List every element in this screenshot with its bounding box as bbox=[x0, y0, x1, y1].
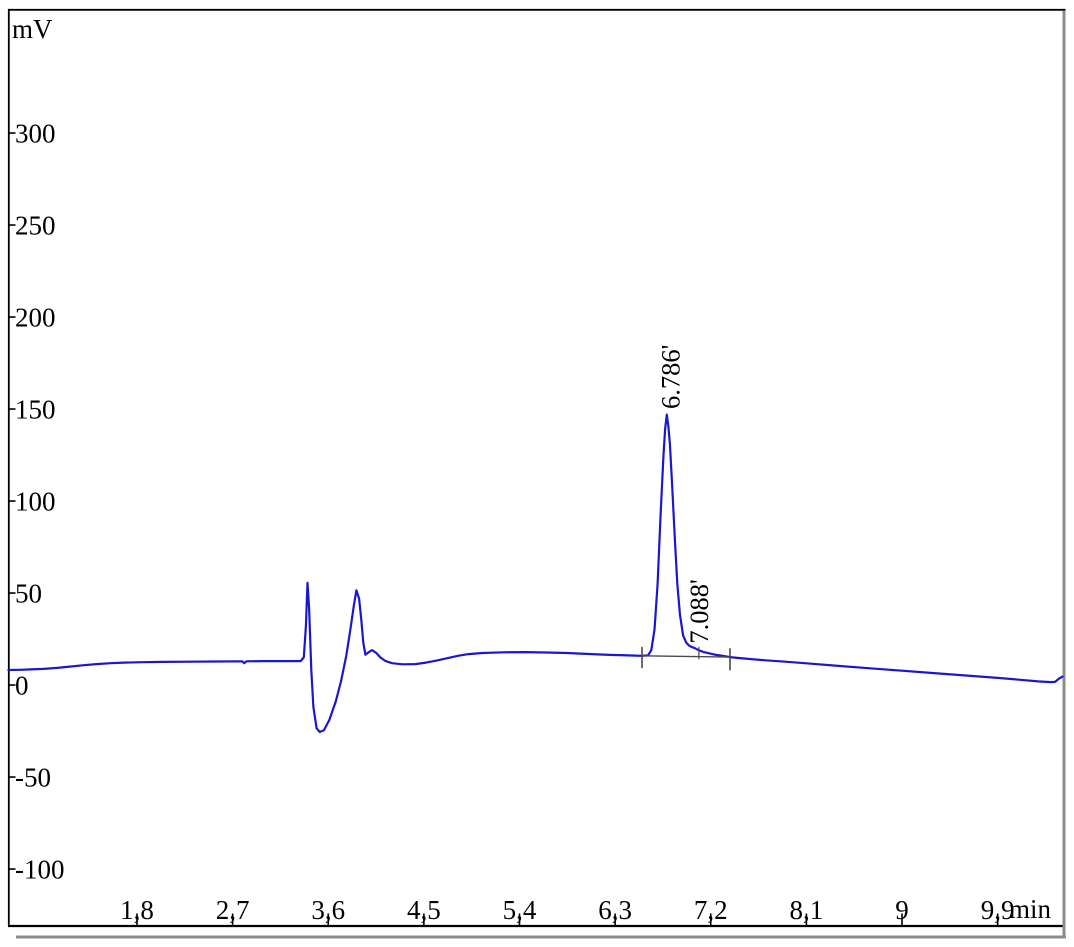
signal-trace bbox=[7, 413, 1064, 734]
integration-baseline bbox=[642, 655, 731, 658]
y-tick-label: -50 bbox=[15, 763, 51, 793]
x-tick-label: 3,6 bbox=[311, 895, 345, 925]
y-tick-label: -100 bbox=[15, 855, 65, 885]
y-tick-label: 200 bbox=[15, 303, 56, 333]
chromatogram-curve bbox=[7, 413, 1064, 734]
peak-retention-time-label: 7.088' bbox=[684, 579, 714, 643]
x-tick-label: 5,4 bbox=[503, 895, 537, 925]
plot-frame bbox=[7, 8, 1066, 939]
y-tick-label: 100 bbox=[15, 487, 56, 517]
x-tick-label: 7,2 bbox=[694, 895, 728, 925]
y-axis: 300 250 200 150 100 50 0 -50 -100 bbox=[8, 119, 65, 885]
x-axis: 1,8 2,7 3,6 4,5 5,4 6,3 7,2 8,1 9 9,9 bbox=[120, 895, 1015, 925]
x-tick-label: 9 bbox=[895, 895, 909, 925]
peak-retention-labels: 6.786' 7.088' bbox=[655, 345, 714, 644]
x-tick-label: 4,5 bbox=[407, 895, 441, 925]
x-tick-label: 9,9 bbox=[981, 895, 1015, 925]
x-tick-label: 1,8 bbox=[120, 895, 154, 925]
x-tick-label: 8,1 bbox=[790, 895, 824, 925]
integration-marks bbox=[641, 646, 731, 671]
x-tick-label: 2,7 bbox=[216, 895, 250, 925]
y-tick-label: 250 bbox=[15, 211, 56, 241]
y-tick-label: 50 bbox=[15, 579, 42, 609]
y-tick-label: 0 bbox=[15, 671, 29, 701]
x-tick-label: 6,3 bbox=[598, 895, 632, 925]
y-tick-label: 300 bbox=[15, 119, 56, 149]
x-axis-unit-label: min bbox=[1009, 894, 1052, 924]
y-axis-unit-label: mV bbox=[12, 14, 53, 44]
peak-retention-time-label: 6.786' bbox=[655, 345, 685, 409]
y-tick-label: 150 bbox=[15, 395, 56, 425]
